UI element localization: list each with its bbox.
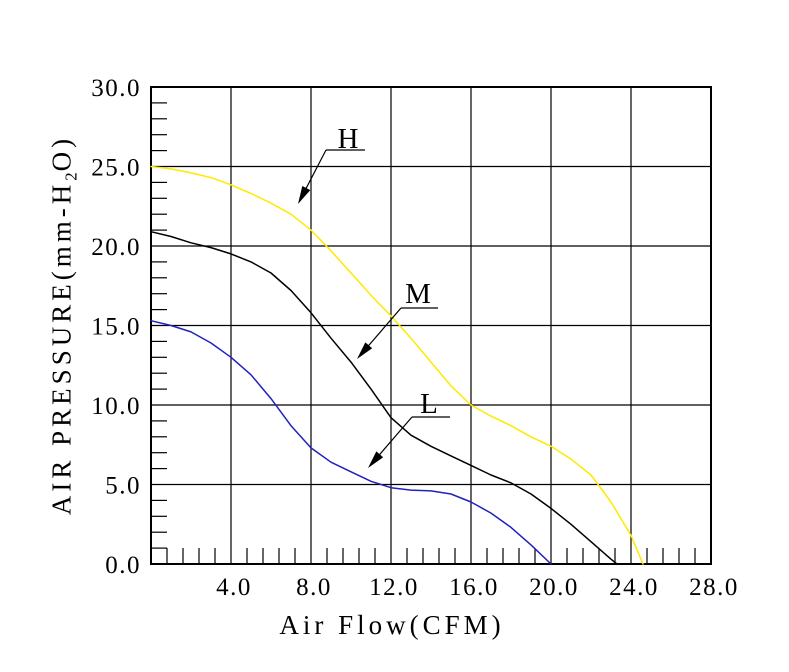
x-axis-title: Air Flow(CFM) — [279, 610, 504, 641]
y-axis-title: AIR PRESSURE(mm-H2O) — [46, 135, 81, 515]
y-tick-label: 20.0 — [91, 234, 141, 261]
y-tick-label: 10.0 — [91, 393, 141, 420]
y-tick-label: 15.0 — [91, 314, 141, 341]
y-axis-title-pre: AIR PRESSURE(mm-H — [46, 180, 77, 516]
curve-label-H: H — [338, 123, 359, 155]
x-tick-label: 12.0 — [369, 574, 419, 601]
leader-arrowhead-icon — [357, 342, 373, 359]
x-tick-label: 8.0 — [296, 574, 332, 601]
x-axis-title-text: Air Flow(CFM) — [279, 610, 505, 640]
curve-label-M: M — [405, 278, 431, 310]
x-tick-label: 28.0 — [689, 574, 739, 601]
y-axis-title-sub: 2 — [61, 171, 81, 181]
leader-arrowhead-icon — [298, 185, 311, 204]
curve-H — [150, 165, 644, 565]
y-tick-label: 5.0 — [105, 473, 141, 500]
curve-M — [150, 230, 618, 565]
curve-L — [150, 319, 552, 565]
x-tick-label: 24.0 — [609, 574, 659, 601]
y-tick-label: 25.0 — [91, 155, 141, 182]
y-axis-title-post: O) — [46, 134, 77, 172]
x-tick-label: 4.0 — [216, 574, 252, 601]
x-tick-label: 20.0 — [529, 574, 579, 601]
y-tick-label: 30.0 — [91, 75, 141, 102]
plot-border — [150, 86, 712, 565]
curve-label-L: L — [420, 388, 438, 420]
y-tick-label: 0.0 — [105, 552, 141, 579]
leader-arrowhead-icon — [368, 451, 384, 468]
x-tick-label: 16.0 — [449, 574, 499, 601]
